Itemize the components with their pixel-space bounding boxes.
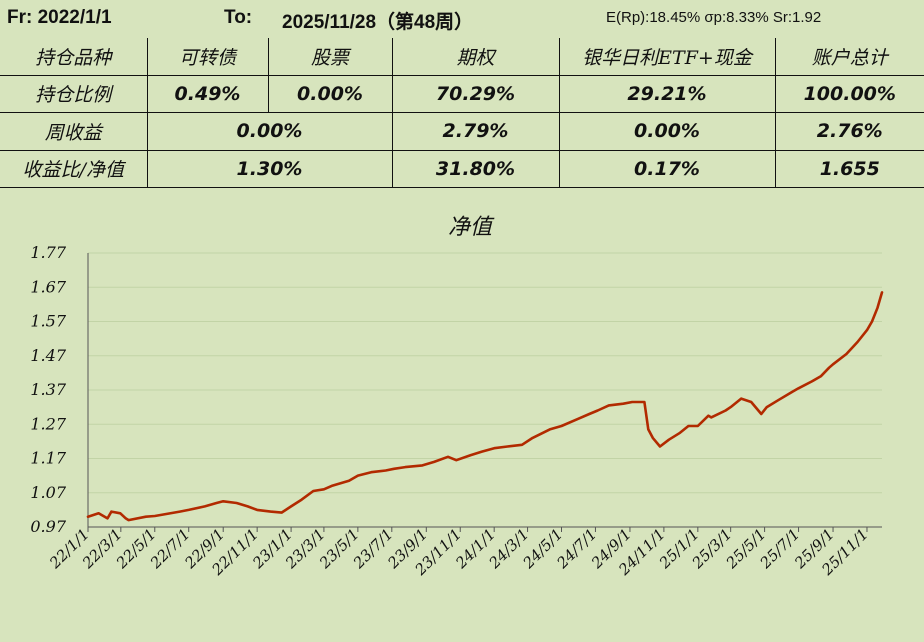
row-label: 周收益 bbox=[0, 112, 148, 151]
y-tick-label: 1.07 bbox=[30, 483, 66, 502]
table-cell: 0.49% bbox=[146, 74, 269, 113]
performance-stats: E(Rp):18.45% σp:8.33% Sr:1.92 bbox=[606, 9, 822, 26]
chart-title: 净值 bbox=[448, 215, 495, 240]
axes bbox=[87, 253, 882, 532]
header-cell: 银华日利ETF+现金 bbox=[558, 38, 776, 76]
table-cell: 0.00% bbox=[558, 112, 776, 151]
table-cell: 29.21% bbox=[558, 74, 776, 113]
header-cell: 账户总计 bbox=[774, 38, 924, 76]
y-tick-label: 1.27 bbox=[30, 414, 66, 433]
series-layer bbox=[86, 291, 884, 522]
y-axis-labels: 0.97 1.07 1.17 1.27 1.37 1.47 1.57 1.67 1.77 bbox=[30, 243, 66, 536]
table-cell: 100.00% bbox=[774, 74, 924, 113]
table-cell: 0.00% bbox=[267, 74, 393, 113]
table-row: 收益比/净值 1.30% 31.80% 0.17% 1.655 bbox=[0, 149, 924, 188]
table-cell: 2.79% bbox=[391, 112, 560, 151]
table-cell: 70.29% bbox=[391, 74, 560, 113]
row-label: 收益比/净值 bbox=[0, 149, 148, 188]
end-date-label: To: bbox=[224, 7, 253, 28]
y-tick-label: 1.47 bbox=[30, 346, 66, 365]
net-value-chart: 净值 0.971.071.171.271.371.471.571.671.77 … bbox=[30, 215, 884, 579]
y-tick-label: 1.67 bbox=[30, 277, 66, 296]
header-cell: 可转债 bbox=[146, 38, 269, 76]
y-tick-label: 1.57 bbox=[30, 312, 66, 331]
table-cell: 1.655 bbox=[774, 149, 924, 188]
header-bar: Fr: 2022/1/1 To: 2025/11/28（第48周） E(Rp):… bbox=[0, 0, 924, 38]
table-cell: 1.30% bbox=[146, 149, 393, 188]
y-tick-label: 1.17 bbox=[30, 449, 66, 468]
header-cell: 股票 bbox=[267, 38, 393, 76]
y-tick-label: 1.77 bbox=[30, 243, 66, 262]
row-label: 持仓比例 bbox=[0, 74, 148, 113]
table-row: 周收益 0.00% 2.79% 0.00% 2.76% bbox=[0, 112, 924, 151]
table-cell: 0.17% bbox=[558, 149, 776, 188]
net-value-line bbox=[86, 291, 884, 522]
header-cell: 持仓品种 bbox=[0, 38, 148, 76]
table-cell: 2.76% bbox=[774, 112, 924, 151]
table-cell: 0.00% bbox=[146, 112, 393, 151]
header-cell: 期权 bbox=[391, 38, 560, 76]
gridlines bbox=[88, 252, 882, 494]
y-tick-label: 0.97 bbox=[30, 517, 66, 536]
table-cell: 31.80% bbox=[391, 149, 560, 188]
table-header-row: 持仓品种 可转债 股票 期权 银华日利ETF+现金 账户总计 bbox=[0, 38, 924, 76]
x-axis-labels: 22/1/122/3/122/5/122/7/122/9/122/11/123/… bbox=[45, 525, 872, 579]
y-tick-label: 1.37 bbox=[30, 380, 66, 399]
holdings-summary-table: 持仓品种 可转债 股票 期权 银华日利ETF+现金 账户总计 持仓比例 0.49… bbox=[0, 38, 924, 188]
start-date: Fr: 2022/1/1 bbox=[7, 7, 112, 28]
end-date: 2025/11/28（第48周） bbox=[282, 12, 474, 33]
table-row: 持仓比例 0.49% 0.00% 70.29% 29.21% 100.00% bbox=[0, 74, 924, 113]
